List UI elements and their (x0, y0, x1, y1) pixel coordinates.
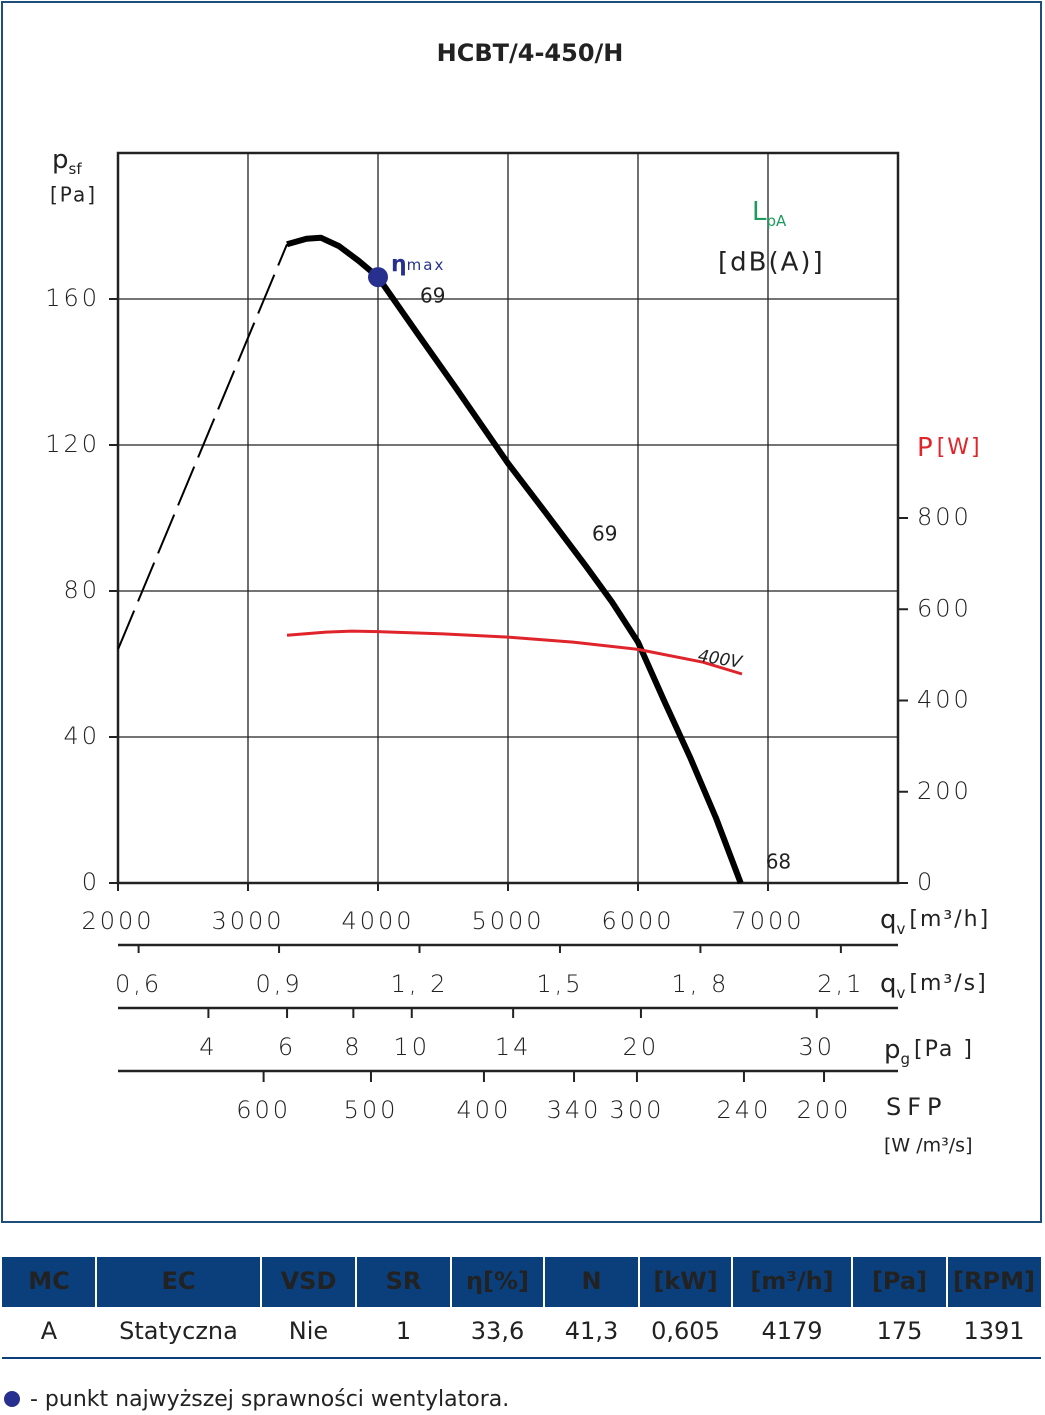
plot-frame (116, 151, 900, 885)
x-tick-label: 3000 (211, 907, 284, 935)
pg-tick-label: 6 (278, 1033, 296, 1061)
axis-unit: [Pa] (50, 183, 97, 207)
table-cell: 1391 (963, 1317, 1024, 1345)
sfp-tick-label: 400 (457, 1096, 512, 1124)
sfp-tick-label: 500 (344, 1096, 399, 1124)
curve (117, 243, 288, 650)
table-cell: 33,6 (471, 1317, 524, 1345)
label-symbol: L (752, 197, 767, 227)
table-header: N (581, 1267, 601, 1295)
label-subscript: sf (69, 160, 83, 178)
table-cell: 0,605 (651, 1317, 720, 1345)
y-tick-label: 0 (82, 868, 100, 896)
y-tick-label: 40 (63, 722, 100, 750)
qs-tick-label: 2,1 (817, 970, 864, 998)
pg-tick-label: 4 (199, 1033, 217, 1061)
x-tick-label: 2000 (81, 907, 154, 935)
chart-title: HCBT/4-450/H (437, 39, 624, 67)
y-tick-label: 160 (45, 284, 100, 312)
label-symbol: P (917, 433, 933, 463)
table-cell: 175 (877, 1317, 923, 1345)
sfp-tick-label: 200 (797, 1096, 852, 1124)
axis-label: P [W] (917, 433, 982, 463)
table-header: SR (386, 1267, 422, 1295)
table-header: [Pa] (872, 1267, 927, 1295)
curve (286, 629, 743, 676)
qs-tick-label: 1, 2 (391, 970, 449, 998)
qs-tick-label: 0,9 (255, 970, 302, 998)
label-subscript: pA (767, 212, 788, 230)
table-header: MC (28, 1267, 70, 1295)
y2-tick-label: 0 (917, 868, 935, 896)
table-header: [RPM] (953, 1267, 1035, 1295)
table-header: VSD (281, 1267, 337, 1295)
table-header: EC (161, 1267, 195, 1295)
table-cell: 1 (396, 1317, 411, 1345)
axis-label: LpA (752, 197, 787, 230)
eta-symbol: η (391, 252, 407, 277)
label-symbol: q (880, 905, 897, 935)
label-symbol: p (884, 1035, 901, 1065)
pg-tick-label: 14 (495, 1033, 532, 1061)
noise-label: 69 (420, 284, 445, 308)
table-cell: A (41, 1317, 58, 1345)
pg-tick-label: 30 (799, 1033, 836, 1061)
y2-tick-label: 800 (917, 503, 972, 531)
table-cell: 41,3 (565, 1317, 618, 1345)
noise-label: 68 (766, 850, 791, 874)
series-label: 400V (696, 646, 744, 673)
note: - punkt najwyższej sprawności wentylator… (30, 1387, 509, 1412)
table-header: η[%] (466, 1267, 529, 1295)
x-tick-label: 5000 (471, 907, 544, 935)
label-unit: [m³/s] (909, 971, 987, 996)
table-header-bg (2, 1257, 1041, 1307)
pg-tick-label: 10 (393, 1033, 430, 1061)
label-symbol: p (52, 145, 69, 175)
x-tick-label: 7000 (731, 907, 804, 935)
pg-tick-label: 8 (344, 1033, 362, 1061)
label-subscript: v (897, 920, 906, 938)
axis-label: psf (52, 145, 82, 178)
axis-label: pg [Pa ] (884, 1035, 974, 1068)
noise-label: 69 (592, 522, 617, 546)
label-subscript: v (897, 984, 906, 1002)
table-header: [m³/h] (750, 1267, 833, 1295)
axis-label: qv [m³/h] (880, 905, 990, 938)
table-cell: Statyczna (119, 1317, 238, 1345)
eta-sub: max (407, 256, 446, 274)
qs-tick-label: 1,5 (536, 970, 583, 998)
axis-label: SFP (886, 1093, 948, 1121)
table-header: [kW] (653, 1267, 717, 1295)
eta-max-label: ηmax (391, 252, 445, 277)
y2-tick-label: 200 (917, 777, 972, 805)
y2-tick-label: 400 (917, 686, 972, 714)
eta-max-point (368, 267, 388, 288)
x-tick-label: 6000 (601, 907, 674, 935)
sfp-tick-label: 340 (547, 1096, 602, 1124)
sfp-tick-label: 600 (236, 1096, 291, 1124)
curve (286, 234, 744, 885)
axis-unit: [W /m³/s] (884, 1135, 972, 1157)
axis-unit: [dB(A)] (718, 248, 825, 278)
label-symbol: q (880, 969, 897, 999)
y-tick-label: 120 (45, 430, 100, 458)
table-cell: Nie (289, 1317, 328, 1345)
label-unit: [m³/h] (909, 907, 990, 932)
table-cell: 4179 (761, 1317, 822, 1345)
qs-tick-label: 1, 8 (672, 970, 730, 998)
y2-tick-label: 600 (917, 594, 972, 622)
label-unit: [Pa ] (914, 1037, 974, 1062)
pg-tick-label: 20 (623, 1033, 660, 1061)
chart-border (1, 1, 1042, 1223)
sfp-tick-label: 300 (610, 1096, 665, 1124)
sfp-tick-label: 240 (717, 1096, 772, 1124)
label-subscript: g (901, 1050, 911, 1068)
qs-tick-label: 0,6 (115, 970, 162, 998)
note-bullet (4, 1391, 20, 1407)
axis-label: qv [m³/s] (880, 969, 988, 1002)
y-tick-label: 80 (63, 576, 100, 604)
x-tick-label: 4000 (341, 907, 414, 935)
label-unit: [W] (937, 435, 982, 460)
